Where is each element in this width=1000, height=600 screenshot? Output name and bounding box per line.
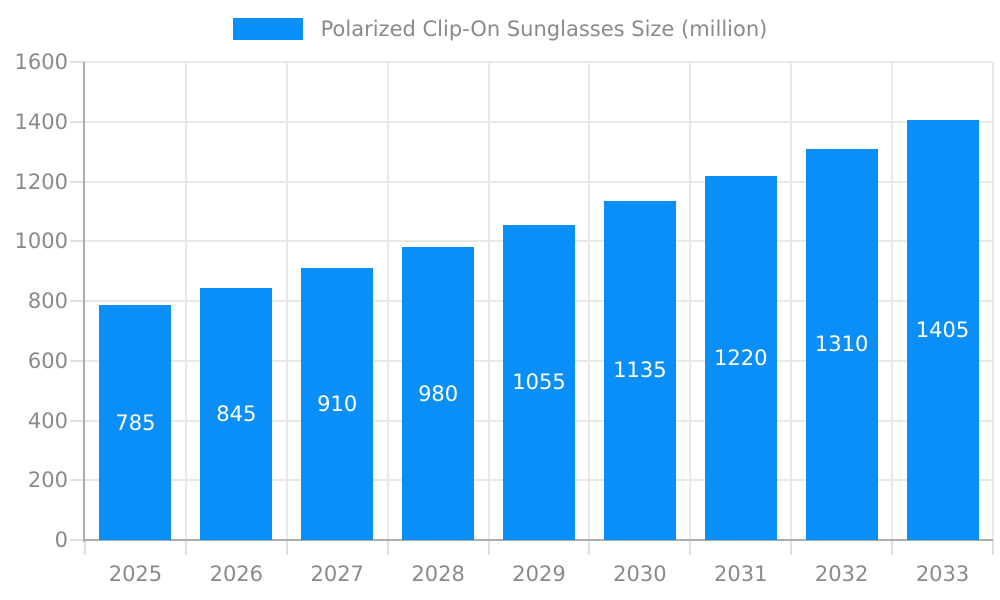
gridline-vertical bbox=[790, 62, 793, 540]
gridline-horizontal bbox=[85, 120, 993, 123]
gridline-horizontal bbox=[85, 180, 993, 183]
gridline-vertical bbox=[487, 62, 490, 540]
y-axis-tick bbox=[70, 61, 85, 63]
x-axis-tick bbox=[588, 540, 591, 555]
y-axis-tick bbox=[70, 240, 85, 243]
legend: Polarized Clip-On Sunglasses Size (milli… bbox=[0, 17, 1000, 41]
bar-2026[interactable]: 845 bbox=[200, 287, 273, 540]
x-axis-line bbox=[83, 539, 993, 541]
bar-value-label: 1135 bbox=[613, 358, 667, 383]
y-axis-label: 1000 bbox=[14, 229, 68, 254]
bar-value-label: 1055 bbox=[512, 370, 566, 395]
bar-2030[interactable]: 1135 bbox=[603, 200, 676, 540]
x-axis-tick bbox=[386, 540, 389, 555]
y-axis-line bbox=[83, 62, 85, 542]
gridline-horizontal bbox=[85, 61, 993, 63]
legend-item[interactable]: Polarized Clip-On Sunglasses Size (milli… bbox=[232, 17, 768, 41]
x-axis-label: 2030 bbox=[613, 562, 667, 586]
gridline-vertical bbox=[891, 62, 894, 540]
gridline-vertical bbox=[588, 62, 591, 540]
y-axis-tick bbox=[70, 300, 85, 302]
bar-2032[interactable]: 1310 bbox=[805, 148, 878, 540]
bar-value-label: 1310 bbox=[814, 332, 869, 357]
y-axis-label: 0 bbox=[54, 528, 68, 552]
x-axis-label: 2033 bbox=[915, 562, 970, 586]
x-axis-label: 2028 bbox=[411, 562, 465, 586]
x-axis-tick bbox=[790, 540, 793, 555]
y-axis-label: 800 bbox=[27, 289, 68, 313]
x-axis-tick bbox=[487, 540, 490, 555]
bar-value-label: 1220 bbox=[714, 345, 768, 370]
y-axis-label: 400 bbox=[27, 408, 68, 433]
x-axis-label: 2029 bbox=[512, 562, 566, 586]
legend-swatch-icon bbox=[232, 18, 303, 40]
gridline-vertical bbox=[184, 62, 187, 540]
bar-2028[interactable]: 980 bbox=[402, 247, 475, 540]
bar-2025[interactable]: 785 bbox=[99, 305, 172, 540]
y-axis-label: 1200 bbox=[14, 169, 68, 194]
gridline-vertical bbox=[285, 62, 288, 540]
x-axis-label: 2025 bbox=[108, 562, 163, 586]
bar-value-label: 1405 bbox=[915, 318, 970, 343]
bar-2031[interactable]: 1220 bbox=[704, 175, 777, 540]
x-axis-tick bbox=[992, 540, 994, 555]
x-axis-label: 2031 bbox=[714, 562, 768, 586]
y-axis-tick bbox=[70, 539, 85, 541]
gridline-vertical bbox=[689, 62, 692, 540]
y-axis-tick bbox=[70, 180, 85, 183]
x-axis-tick bbox=[689, 540, 692, 555]
y-axis-label: 1600 bbox=[14, 50, 68, 74]
x-axis-tick bbox=[891, 540, 894, 555]
y-axis-label: 600 bbox=[27, 348, 68, 373]
bar-2033[interactable]: 1405 bbox=[906, 120, 979, 540]
bar-2027[interactable]: 910 bbox=[301, 268, 374, 540]
x-axis-label: 2032 bbox=[814, 562, 869, 586]
bar-value-label: 910 bbox=[317, 392, 358, 417]
legend-label: Polarized Clip-On Sunglasses Size (milli… bbox=[320, 17, 768, 41]
bar-value-label: 980 bbox=[418, 381, 459, 406]
x-axis-tick bbox=[84, 540, 86, 555]
y-axis-tick bbox=[70, 479, 85, 482]
y-axis-tick bbox=[70, 419, 85, 422]
x-axis-label: 2026 bbox=[209, 562, 264, 586]
x-axis-tick bbox=[184, 540, 187, 555]
bar-value-label: 785 bbox=[115, 410, 156, 435]
x-axis-tick bbox=[285, 540, 288, 555]
y-axis-label: 200 bbox=[27, 468, 68, 493]
y-axis-tick bbox=[70, 120, 85, 123]
x-axis-label: 2027 bbox=[310, 562, 364, 586]
gridline-vertical bbox=[992, 62, 994, 540]
bar-value-label: 845 bbox=[216, 401, 257, 426]
bar-2029[interactable]: 1055 bbox=[503, 224, 575, 540]
y-axis-tick bbox=[70, 359, 85, 362]
gridline-vertical bbox=[386, 62, 389, 540]
y-axis-label: 1400 bbox=[14, 109, 68, 134]
